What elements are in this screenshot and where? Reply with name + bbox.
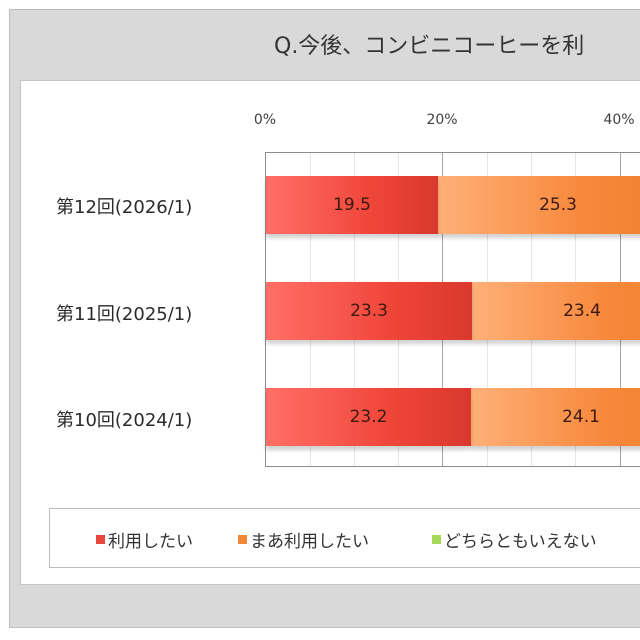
x-tick-20: 20% <box>426 112 458 128</box>
legend-item-riyou: 利用したい <box>96 527 193 552</box>
category-label: 第11回(2025/1) <box>56 304 193 325</box>
x-tick-40: 40% <box>603 112 635 128</box>
legend-item-neutral: どちらともいえない <box>432 527 597 552</box>
legend-swatch-icon <box>238 535 247 544</box>
legend-swatch-icon <box>432 535 441 544</box>
bar-segment-maa: 25.3 <box>438 176 640 234</box>
category-label: 第10回(2024/1) <box>56 410 193 431</box>
category-label: 第12回(2026/1) <box>56 197 193 218</box>
chart-title: Q.今後、コンビニコーヒーを利 <box>274 34 585 59</box>
legend: 利用したい まあ利用したい どちらともいえない <box>49 508 640 568</box>
x-tick-0: 0% <box>253 112 277 128</box>
legend-label: どちらともいえない <box>444 532 597 552</box>
legend-label: 利用したい <box>108 532 193 552</box>
legend-item-maa: まあ利用したい <box>238 527 369 552</box>
bar-segment-maa: 23.4 <box>472 282 640 340</box>
bar-segment-riyou: 23.3 <box>266 282 472 340</box>
bar-segment-riyou: 23.2 <box>266 388 471 446</box>
bar-segment-maa: 24.1 <box>471 388 640 446</box>
legend-swatch-icon <box>96 535 105 544</box>
plot-area: 25.3 19.5 23.4 23.3 24.1 23.2 <box>265 152 640 467</box>
bar-segment-riyou: 19.5 <box>266 176 438 234</box>
legend-label: まあ利用したい <box>250 532 369 552</box>
